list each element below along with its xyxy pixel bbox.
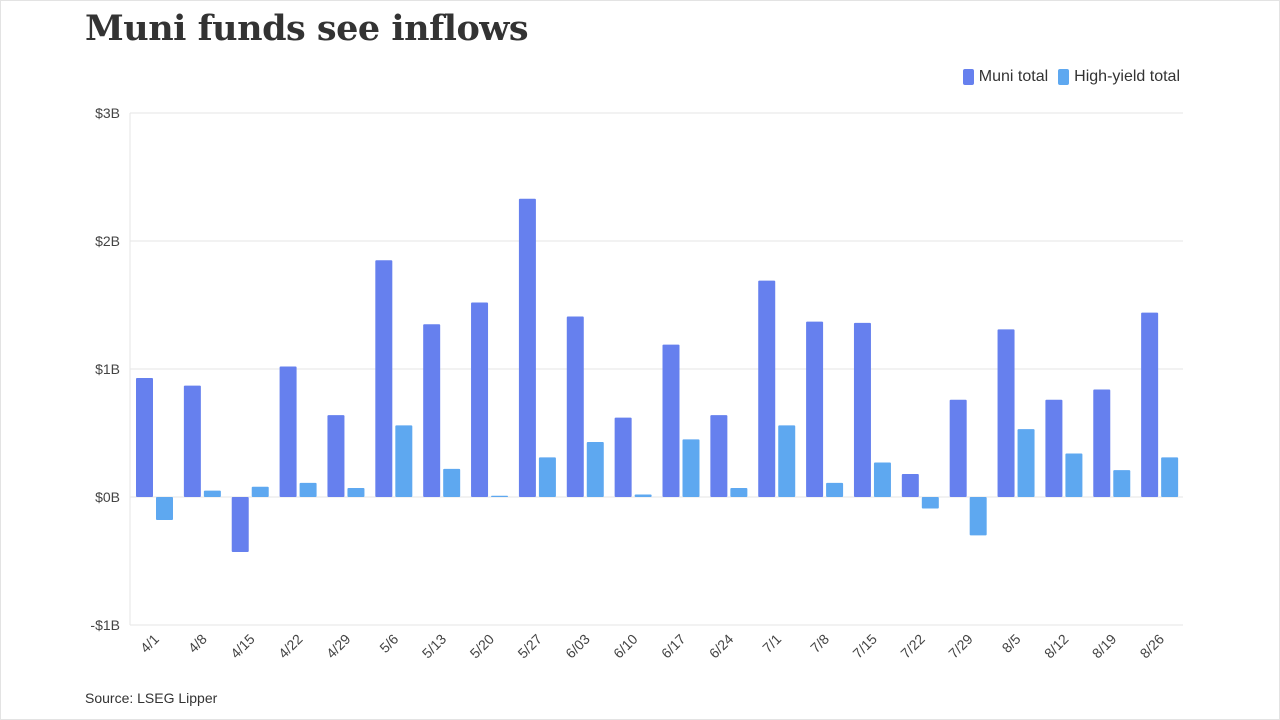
y-tick-label: $1B bbox=[95, 361, 120, 377]
x-tick-label: 7/22 bbox=[897, 631, 928, 662]
bar-high-yield-total[interactable] bbox=[1017, 429, 1035, 497]
chart-legend: Muni total High-yield total bbox=[962, 68, 1180, 86]
bar-high-yield-total[interactable] bbox=[873, 462, 891, 497]
bar-high-yield-total[interactable] bbox=[634, 494, 652, 497]
y-tick-label: $2B bbox=[95, 233, 120, 249]
x-tick-label: 5/6 bbox=[376, 631, 401, 656]
x-tick-label: 4/22 bbox=[275, 631, 306, 662]
x-tick-label: 6/03 bbox=[562, 631, 593, 662]
x-tick-label: 7/1 bbox=[759, 631, 784, 656]
x-tick-label: 4/15 bbox=[227, 631, 258, 662]
bar-muni-total[interactable] bbox=[136, 377, 153, 497]
bar-muni-total[interactable] bbox=[518, 198, 536, 497]
bar-high-yield-total[interactable] bbox=[203, 490, 221, 497]
bar-muni-total[interactable] bbox=[183, 385, 201, 497]
legend-label-high-yield: High-yield total bbox=[1074, 68, 1180, 85]
bar-muni-total[interactable] bbox=[1141, 312, 1159, 497]
bar-muni-total[interactable] bbox=[279, 366, 297, 497]
x-tick-label: 6/10 bbox=[610, 631, 641, 662]
bar-high-yield-total[interactable] bbox=[730, 488, 748, 497]
bar-muni-total[interactable] bbox=[1045, 399, 1063, 497]
y-tick-label: $0B bbox=[95, 489, 120, 505]
x-tick-label: 6/24 bbox=[706, 631, 737, 662]
bar-high-yield-total[interactable] bbox=[1113, 470, 1131, 497]
x-tick-label: 7/15 bbox=[849, 631, 880, 662]
bar-muni-total[interactable] bbox=[710, 415, 728, 497]
bar-high-yield-total[interactable] bbox=[538, 457, 556, 497]
bar-high-yield-total[interactable] bbox=[1161, 457, 1179, 497]
x-tick-label: 5/20 bbox=[467, 631, 498, 662]
x-tick-label: 8/26 bbox=[1137, 631, 1168, 662]
bar-high-yield-total[interactable] bbox=[826, 482, 844, 497]
x-tick-label: 4/29 bbox=[323, 631, 354, 662]
x-tick-label: 8/12 bbox=[1041, 631, 1072, 662]
bar-muni-total[interactable] bbox=[614, 417, 632, 497]
x-tick-label: 6/17 bbox=[658, 631, 689, 662]
bar-muni-total[interactable] bbox=[231, 497, 249, 553]
bar-high-yield-total[interactable] bbox=[395, 425, 413, 497]
source-note: Source: LSEG Lipper bbox=[85, 690, 218, 706]
x-tick-label: 8/5 bbox=[999, 631, 1024, 656]
legend-item-muni[interactable]: Muni total bbox=[962, 68, 1049, 86]
bar-high-yield-total[interactable] bbox=[1065, 453, 1083, 497]
bar-muni-total[interactable] bbox=[758, 280, 776, 497]
bar-muni-total[interactable] bbox=[901, 473, 919, 497]
bar-high-yield-total[interactable] bbox=[251, 486, 269, 497]
bar-muni-total[interactable] bbox=[1093, 389, 1111, 497]
bar-muni-total[interactable] bbox=[471, 302, 489, 497]
bar-muni-total[interactable] bbox=[949, 399, 967, 497]
y-tick-label: -$1B bbox=[90, 617, 120, 633]
bar-high-yield-total[interactable] bbox=[347, 488, 365, 497]
x-tick-label: 8/19 bbox=[1089, 631, 1120, 662]
legend-item-high-yield[interactable]: High-yield total bbox=[1058, 68, 1180, 86]
bar-high-yield-total[interactable] bbox=[156, 497, 173, 521]
chart-title: Muni funds see inflows bbox=[85, 8, 529, 49]
y-tick-label: $3B bbox=[95, 105, 120, 121]
bar-high-yield-total[interactable] bbox=[921, 497, 939, 509]
x-tick-label: 4/1 bbox=[137, 631, 162, 656]
bar-muni-total[interactable] bbox=[853, 322, 871, 497]
legend-label-muni: Muni total bbox=[978, 68, 1049, 85]
bar-muni-total[interactable] bbox=[327, 415, 345, 497]
bar-high-yield-total[interactable] bbox=[491, 495, 509, 497]
bar-high-yield-total[interactable] bbox=[586, 441, 604, 497]
x-tick-label: 7/8 bbox=[807, 631, 832, 656]
bar-muni-total[interactable] bbox=[375, 260, 393, 497]
bar-high-yield-total[interactable] bbox=[778, 425, 796, 497]
bar-muni-total[interactable] bbox=[806, 321, 824, 497]
bar-muni-total[interactable] bbox=[662, 344, 680, 497]
bar-muni-total[interactable] bbox=[423, 324, 441, 497]
x-tick-label: 7/29 bbox=[945, 631, 976, 662]
bar-high-yield-total[interactable] bbox=[443, 468, 461, 497]
x-tick-label: 4/8 bbox=[185, 631, 210, 656]
bar-muni-total[interactable] bbox=[566, 316, 584, 497]
bar-high-yield-total[interactable] bbox=[682, 439, 700, 497]
legend-swatch-muni bbox=[962, 69, 974, 85]
x-tick-label: 5/13 bbox=[419, 631, 450, 662]
legend-swatch-high-yield bbox=[1058, 69, 1070, 85]
x-tick-label: 5/27 bbox=[514, 631, 545, 662]
bar-high-yield-total[interactable] bbox=[299, 482, 317, 497]
bar-muni-total[interactable] bbox=[997, 329, 1015, 497]
bar-high-yield-total[interactable] bbox=[969, 497, 987, 536]
